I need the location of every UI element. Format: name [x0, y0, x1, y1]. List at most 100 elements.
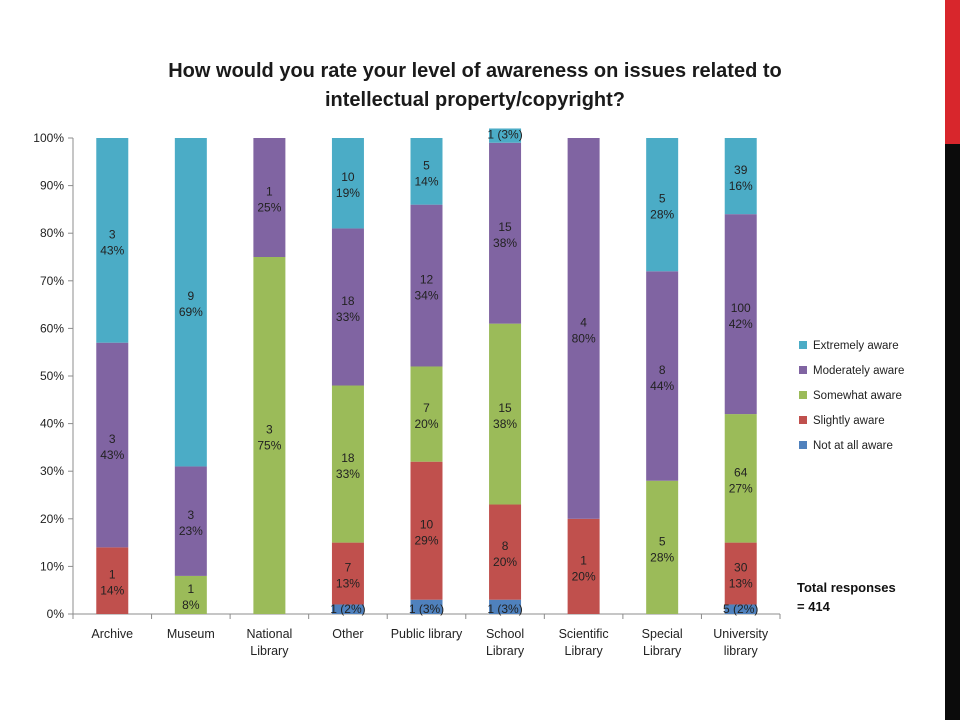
x-category-label-line-2: library	[724, 644, 759, 658]
data-label-extremely-aware-percent: 16%	[729, 179, 753, 193]
legend-label-moderately-aware: Moderately aware	[813, 365, 904, 377]
x-category-label-line-2: Library	[565, 644, 604, 658]
data-label-moderately-aware-percent: 38%	[493, 236, 517, 250]
data-label-extremely-aware-percent: 14%	[414, 174, 438, 188]
legend-label-not-at-all-aware: Not at all aware	[813, 440, 893, 452]
data-label-moderately-aware-count: 18	[341, 294, 355, 308]
data-label-somewhat-aware-percent: 20%	[414, 417, 438, 431]
bar-segment-extremely-aware	[174, 138, 207, 467]
data-label-somewhat-aware-percent: 75%	[257, 439, 281, 453]
data-label-extremely-aware-count: 10	[341, 170, 355, 184]
data-label-slightly-aware-count: 1	[580, 553, 587, 567]
legend-swatch-not-at-all-aware	[799, 441, 807, 449]
data-label-moderately-aware-count: 3	[187, 508, 194, 522]
bar-segment-not-at-all-aware	[489, 599, 522, 614]
bar-segment-slightly-aware	[567, 518, 600, 614]
x-category-label: Other	[332, 627, 363, 641]
data-label-slightly-aware-percent: 20%	[572, 569, 596, 583]
bar-segment-not-at-all-aware	[410, 599, 443, 614]
x-category-label-line-2: Library	[486, 644, 525, 658]
bar-segment-extremely-aware	[96, 138, 129, 343]
y-tick-label: 40%	[40, 417, 64, 431]
bar-segment-slightly-aware	[96, 547, 129, 614]
data-label-somewhat-aware-count: 3	[266, 423, 273, 437]
data-label-somewhat-aware-percent: 8%	[182, 598, 200, 612]
data-label-slightly-aware-percent: 20%	[493, 555, 517, 569]
y-tick-label: 50%	[40, 369, 64, 383]
y-tick-label: 60%	[40, 321, 64, 335]
x-category-label: School	[486, 627, 524, 641]
side-accent-red-block	[945, 0, 960, 144]
bar-segment-somewhat-aware	[489, 323, 522, 505]
y-tick-label: 80%	[40, 226, 64, 240]
y-tick-label: 30%	[40, 464, 64, 478]
data-label-somewhat-aware-count: 15	[498, 401, 512, 415]
x-category-label: Museum	[167, 627, 215, 641]
bar-segment-extremely-aware	[331, 138, 364, 229]
bar-segment-moderately-aware	[174, 466, 207, 576]
bar-segment-slightly-aware	[410, 461, 443, 600]
side-accent-bar	[945, 0, 960, 720]
x-category-label: National	[246, 627, 292, 641]
bar-segment-not-at-all-aware	[724, 604, 757, 614]
data-label-slightly-aware-count: 30	[734, 561, 748, 575]
bar-segment-extremely-aware	[489, 128, 522, 143]
x-category-label: Special	[642, 627, 683, 641]
data-label-slightly-aware-percent: 14%	[100, 584, 124, 598]
data-label-moderately-aware-count: 3	[109, 432, 116, 446]
bar-segment-moderately-aware	[646, 271, 679, 481]
bar-segment-somewhat-aware	[410, 366, 443, 462]
data-label-slightly-aware-count: 1	[109, 568, 116, 582]
bar-segment-moderately-aware	[253, 138, 286, 257]
data-label-extremely-aware-count: 3	[109, 227, 116, 241]
chart-title: How would you rate your level of awarene…	[100, 57, 850, 115]
data-label-somewhat-aware-percent: 28%	[650, 550, 674, 564]
data-label-extremely-aware-percent: 19%	[336, 186, 360, 200]
x-category-label: Scientific	[559, 627, 609, 641]
data-label-somewhat-aware-count: 18	[341, 451, 355, 465]
data-label-moderately-aware-percent: 33%	[336, 310, 360, 324]
data-label-moderately-aware-percent: 44%	[650, 379, 674, 393]
data-label-somewhat-aware-count: 64	[734, 465, 748, 479]
data-label-extremely-aware-percent: 28%	[650, 208, 674, 222]
bar-segment-somewhat-aware	[331, 385, 364, 543]
x-category-label-line-2: Library	[250, 644, 289, 658]
data-label-extremely-aware-count: 5	[659, 192, 666, 206]
legend-swatch-moderately-aware	[799, 366, 807, 374]
legend-swatch-extremely-aware	[799, 341, 807, 349]
bar-segment-slightly-aware	[724, 542, 757, 605]
total-responses-note: Total responses = 414	[797, 578, 896, 616]
data-label-moderately-aware-percent: 25%	[257, 201, 281, 215]
data-label-extremely-aware-count: 5	[423, 158, 430, 172]
legend-swatch-somewhat-aware	[799, 391, 807, 399]
data-label-somewhat-aware-count: 7	[423, 401, 430, 415]
data-label-extremely-aware-percent: 69%	[179, 305, 203, 319]
x-category-label-line-2: Library	[643, 644, 682, 658]
y-tick-label: 20%	[40, 512, 64, 526]
legend-label-extremely-aware: Extremely aware	[813, 340, 899, 352]
legend-swatch-slightly-aware	[799, 416, 807, 424]
y-tick-label: 100%	[33, 131, 64, 145]
data-label-slightly-aware-count: 10	[420, 518, 434, 532]
bar-segment-somewhat-aware	[646, 480, 679, 614]
data-label-somewhat-aware-percent: 33%	[336, 467, 360, 481]
data-label-moderately-aware-count: 8	[659, 363, 666, 377]
data-label-slightly-aware-count: 8	[502, 539, 509, 553]
bar-segment-extremely-aware	[724, 138, 757, 215]
data-label-somewhat-aware-percent: 38%	[493, 417, 517, 431]
bar-segment-somewhat-aware	[174, 575, 207, 614]
data-label-not-at-all-aware: 1 (3%)	[487, 602, 522, 616]
legend-label-slightly-aware: Slightly aware	[813, 415, 885, 427]
data-label-not-at-all-aware: 1 (3%)	[409, 602, 444, 616]
bar-segment-moderately-aware	[567, 138, 600, 519]
data-label-moderately-aware-count: 12	[420, 273, 434, 287]
data-label-slightly-aware-count: 7	[345, 561, 352, 575]
data-label-slightly-aware-percent: 13%	[729, 577, 753, 591]
bar-segment-somewhat-aware	[253, 257, 286, 614]
bar-segment-extremely-aware	[646, 138, 679, 272]
bar-segment-extremely-aware	[410, 138, 443, 205]
data-label-moderately-aware-count: 4	[580, 315, 587, 329]
y-tick-label: 10%	[40, 559, 64, 573]
